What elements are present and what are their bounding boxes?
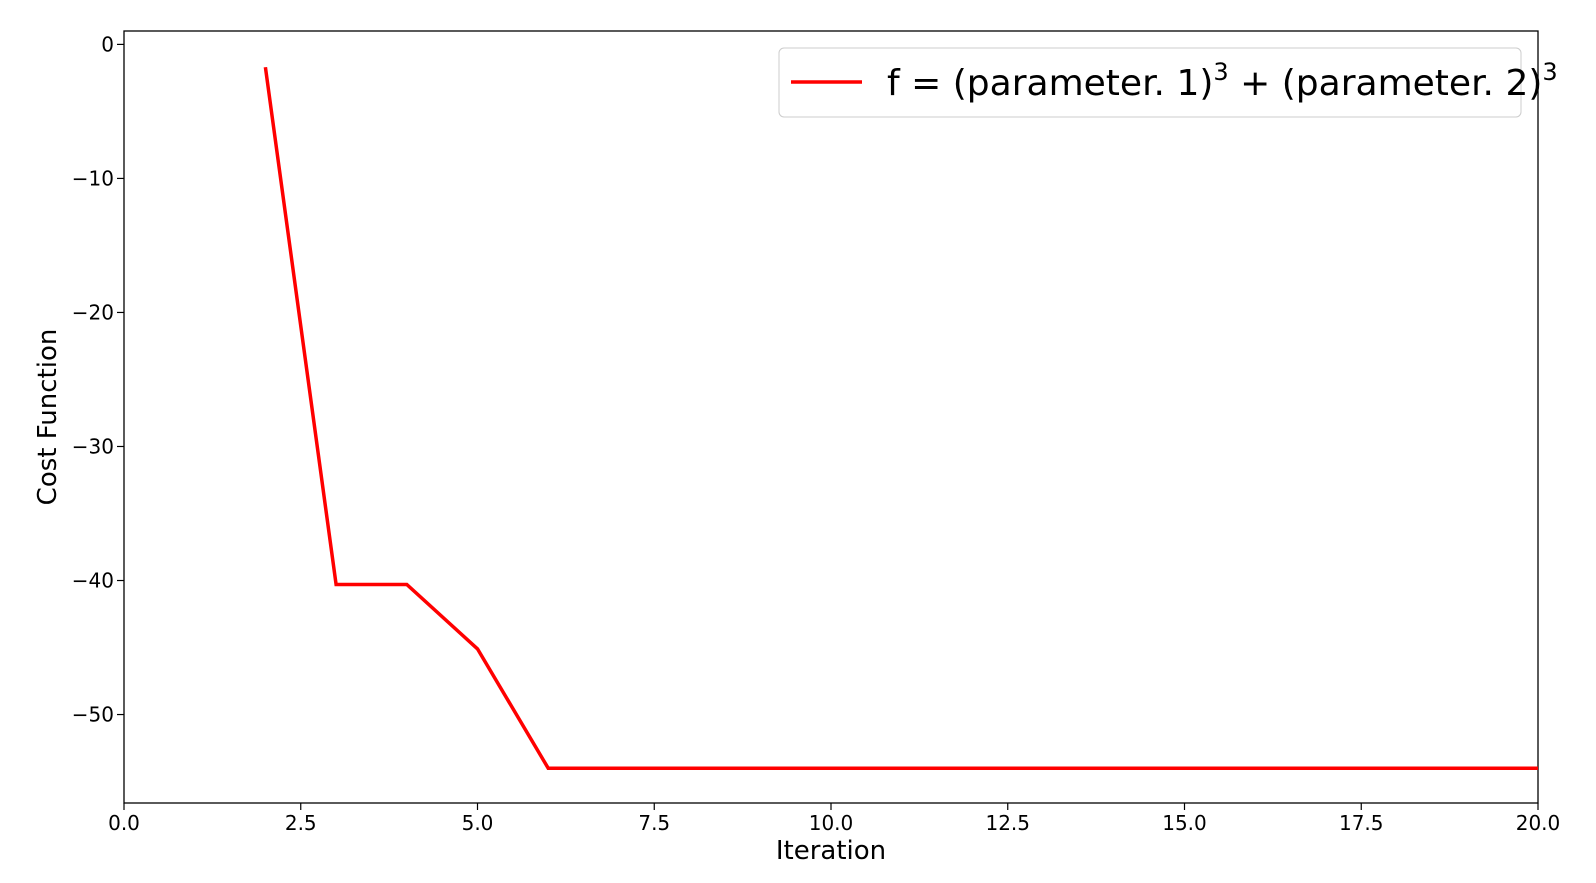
series-line <box>263 66 1538 770</box>
x-tick-label: 20.0 <box>1516 811 1561 835</box>
x-tick-label: 17.5 <box>1339 811 1384 835</box>
legend-exponent-1: 3 <box>1213 58 1228 86</box>
legend-term1: (parameter. 1) <box>953 63 1214 104</box>
legend-box <box>778 47 1522 118</box>
x-tick-label: 10.0 <box>809 811 854 835</box>
legend-exponent-2: 3 <box>1542 58 1557 86</box>
y-tick-label: −20 <box>72 300 114 324</box>
axes-frame <box>123 30 1539 804</box>
legend-lhs: f <box>887 63 901 104</box>
x-axis-ticks: 0.0 2.5 5.0 7.5 10.0 12.5 15.0 17.5 20.0 <box>108 803 1560 835</box>
y-tick-label: −40 <box>72 569 114 593</box>
legend-eq: = <box>911 63 941 104</box>
x-tick-label: 7.5 <box>638 811 670 835</box>
legend-plus: + <box>1240 63 1270 104</box>
y-axis-ticks: 0 −10 −20 −30 −40 −50 <box>72 32 124 727</box>
x-tick-label: 15.0 <box>1162 811 1207 835</box>
y-tick-label: −10 <box>72 166 114 190</box>
legend: f = (parameter. 1)3 + (parameter. 2)3 <box>778 47 1558 118</box>
x-tick-label: 0.0 <box>108 811 140 835</box>
y-tick-label: −30 <box>72 434 114 458</box>
x-tick-label: 12.5 <box>985 811 1030 835</box>
x-axis-label: Iteration <box>776 836 886 866</box>
series-layer <box>263 66 1538 770</box>
legend-term2: (parameter. 2) <box>1282 63 1543 104</box>
plot-area <box>123 30 1539 804</box>
x-tick-label: 2.5 <box>285 811 317 835</box>
y-tick-label: 0 <box>101 32 114 56</box>
x-tick-label: 5.0 <box>462 811 494 835</box>
legend-label: f = (parameter. 1)3 + (parameter. 2)3 <box>887 48 1558 104</box>
y-tick-label: −50 <box>72 703 114 727</box>
y-axis-label: Cost Function <box>33 329 63 506</box>
